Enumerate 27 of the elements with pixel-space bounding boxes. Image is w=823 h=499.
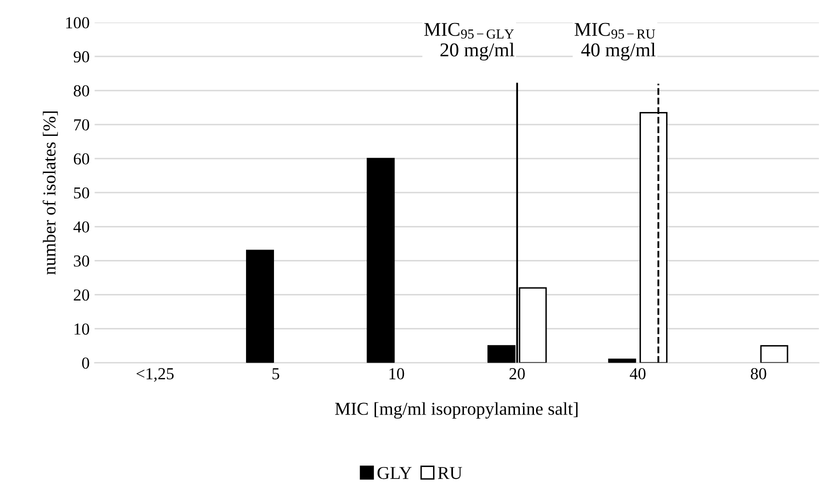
y-tick-label: 20 bbox=[74, 289, 90, 301]
x-axis-title: MIC [mg/ml isopropylamine salt] bbox=[335, 402, 578, 419]
x-tick-label: 80 bbox=[750, 368, 766, 380]
x-tick-label: 5 bbox=[272, 368, 280, 380]
y-tick-label: 60 bbox=[74, 153, 90, 165]
y-tick-label: 90 bbox=[74, 51, 90, 62]
bar bbox=[366, 158, 395, 363]
x-tick-label: 40 bbox=[630, 368, 646, 380]
y-tick-label: 70 bbox=[74, 119, 90, 130]
y-tick-label: 0 bbox=[82, 357, 90, 369]
ref-line-label: MIC$_{95−GLY}$ 20 mg/ml bbox=[424, 22, 514, 60]
bar bbox=[760, 345, 788, 363]
bar bbox=[246, 250, 274, 363]
legend-label: GLY bbox=[378, 466, 412, 480]
y-tick-label: 40 bbox=[73, 221, 90, 233]
y-tick-label: 30 bbox=[74, 255, 90, 267]
y-tick-label: 50 bbox=[74, 187, 90, 199]
y-tick-label: 100 bbox=[66, 17, 90, 28]
x-tick-label: 20 bbox=[510, 368, 525, 380]
y-tick-label: 80 bbox=[74, 85, 90, 96]
x-tick-label: <1,25 bbox=[136, 368, 174, 382]
bar bbox=[608, 358, 636, 363]
y-axis-title: number of isolates [%] bbox=[42, 111, 58, 275]
legend-label: RU bbox=[438, 467, 462, 480]
y-tick-label: 10 bbox=[74, 323, 90, 335]
ref-line-label: MIC$_{95−RU}$ 40 mg/ml bbox=[574, 22, 656, 60]
x-tick-label: 10 bbox=[390, 368, 404, 380]
